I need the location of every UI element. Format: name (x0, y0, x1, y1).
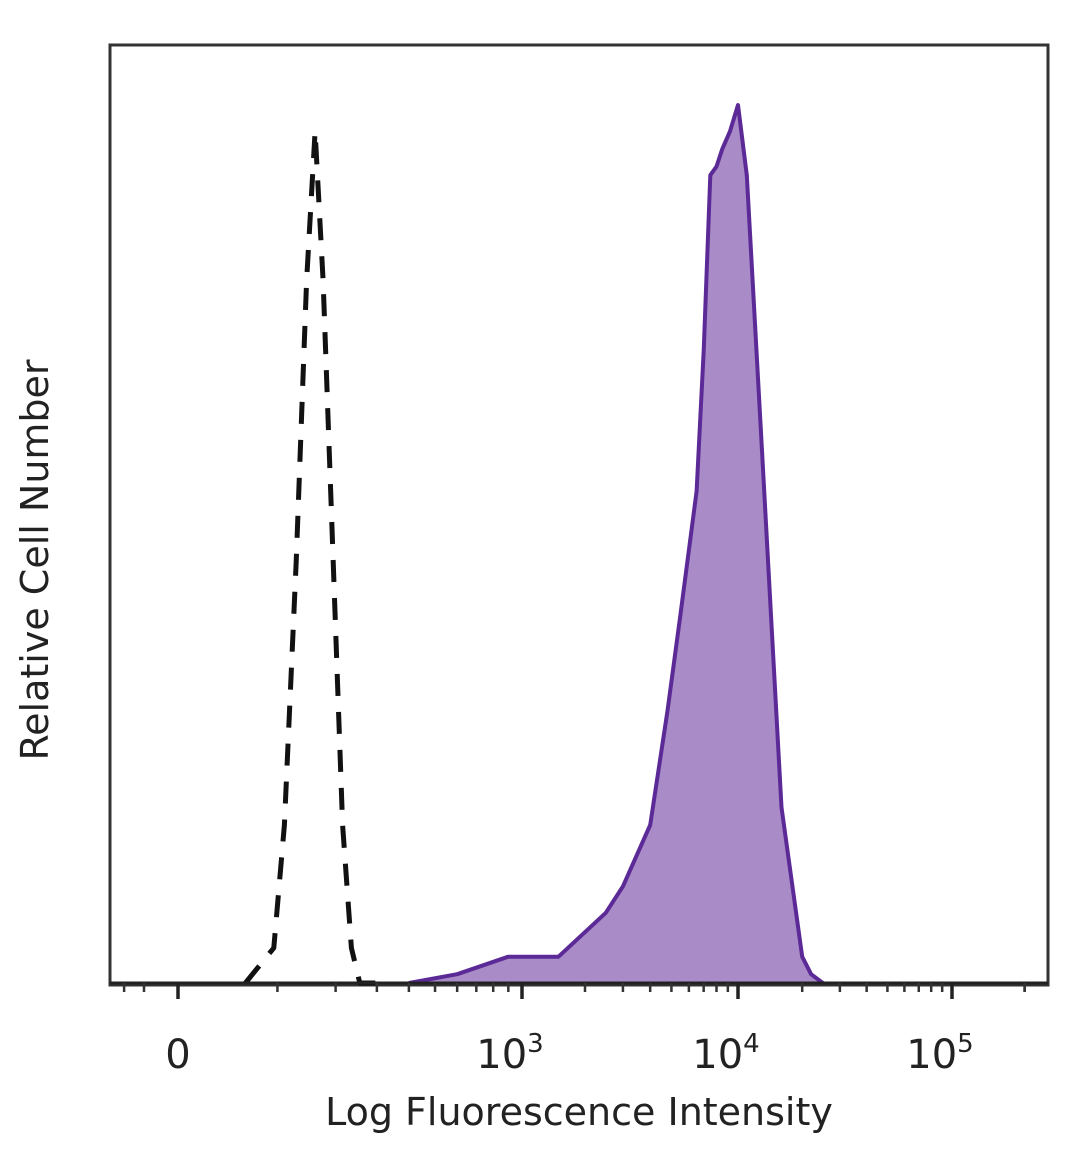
x-tick-label-exponent: 4 (743, 1029, 760, 1059)
x-axis-title: Log Fluorescence Intensity (325, 1090, 833, 1134)
y-axis-title: Relative Cell Number (13, 359, 57, 760)
x-tick-label-exponent: 5 (957, 1029, 974, 1059)
series-1-line (408, 103, 825, 985)
plot-frame (108, 43, 1050, 987)
series-0-line (243, 128, 377, 986)
x-tick-label: 104 (692, 1029, 759, 1078)
x-tick-label: 103 (476, 1029, 543, 1078)
series-1-area (408, 105, 823, 983)
x-tick-label: 0 (165, 1032, 190, 1078)
x-axis-ticks: 0 103 104 105 (122, 983, 1026, 1078)
x-tick-label-exponent: 3 (527, 1029, 544, 1059)
x-tick-label: 105 (906, 1029, 973, 1078)
series-layer (110, 103, 1048, 986)
